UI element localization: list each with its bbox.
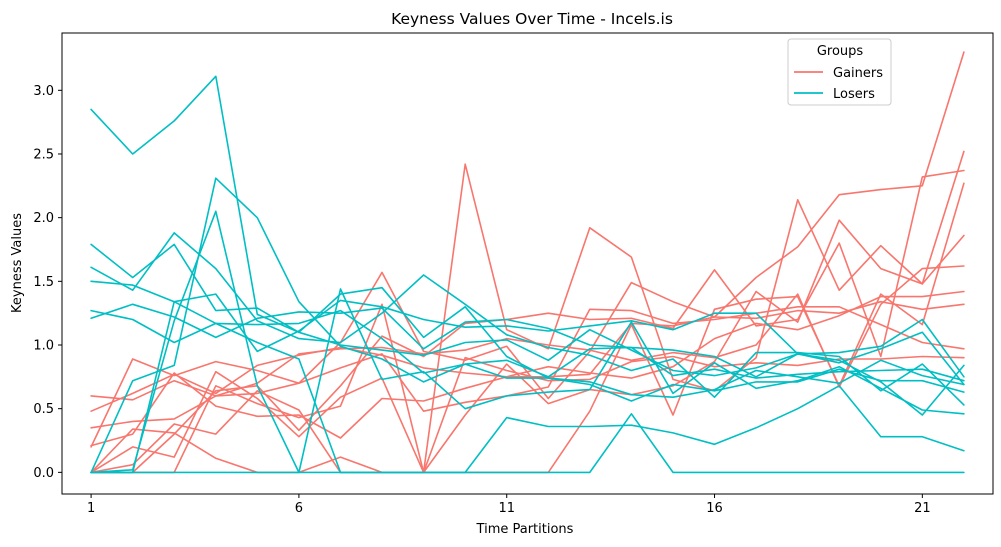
- series-line-losers-17: [90, 177, 965, 474]
- y-tick-label: 0.5: [33, 402, 54, 417]
- x-axis-title: Time Partitions: [476, 522, 574, 537]
- legend-label-gainers: Gainers: [833, 66, 883, 81]
- series-line-losers-12: [90, 243, 965, 402]
- legend: Groups Gainers Losers: [787, 38, 892, 106]
- series-line-losers-18: [90, 210, 965, 474]
- series-line-losers-19: [90, 300, 965, 474]
- series-line-gainers-1: [90, 271, 965, 401]
- series-line-gainers-3: [90, 305, 965, 448]
- series-line-gainers-9: [90, 355, 965, 474]
- series-line-gainers-2: [90, 290, 965, 413]
- series-line-losers-16: [90, 303, 965, 416]
- y-tick-label: 2.0: [33, 211, 54, 226]
- x-tick-label: 21: [914, 501, 931, 516]
- x-axis-ticks: 1 6 11 16 21: [87, 494, 931, 516]
- series-line-gainers-6: [90, 150, 965, 474]
- y-axis-title: Keyness Values: [10, 213, 25, 313]
- x-tick-label: 16: [706, 501, 723, 516]
- series-line-losers-13: [90, 232, 965, 406]
- series-line-losers-15: [90, 309, 965, 382]
- x-tick-label: 1: [87, 501, 95, 516]
- y-tick-label: 0.0: [33, 466, 54, 481]
- series-lines: [90, 51, 965, 474]
- legend-label-losers: Losers: [833, 87, 875, 102]
- series-line-gainers-7: [90, 169, 965, 474]
- y-axis-ticks: 0.0 0.5 1.0 1.5 2.0 2.5 3.0: [33, 84, 62, 481]
- series-line-gainers-5: [90, 51, 965, 447]
- x-tick-label: 6: [295, 501, 303, 516]
- y-tick-label: 3.0: [33, 84, 54, 99]
- series-line-losers-14: [90, 280, 965, 378]
- legend-box: [787, 38, 892, 106]
- series-line-losers-11: [90, 75, 965, 386]
- series-line-gainers-4: [90, 265, 965, 429]
- chart-title: Keyness Values Over Time - Incels.is: [391, 10, 673, 28]
- y-tick-label: 1.0: [33, 339, 54, 354]
- plot-frame: [61, 32, 994, 495]
- series-line-gainers-8: [90, 163, 965, 474]
- series-line-losers-20: [90, 412, 965, 474]
- x-tick-label: 11: [498, 501, 515, 516]
- legend-title: Groups: [817, 44, 864, 59]
- y-tick-label: 1.5: [33, 275, 54, 290]
- y-tick-label: 2.5: [33, 147, 54, 162]
